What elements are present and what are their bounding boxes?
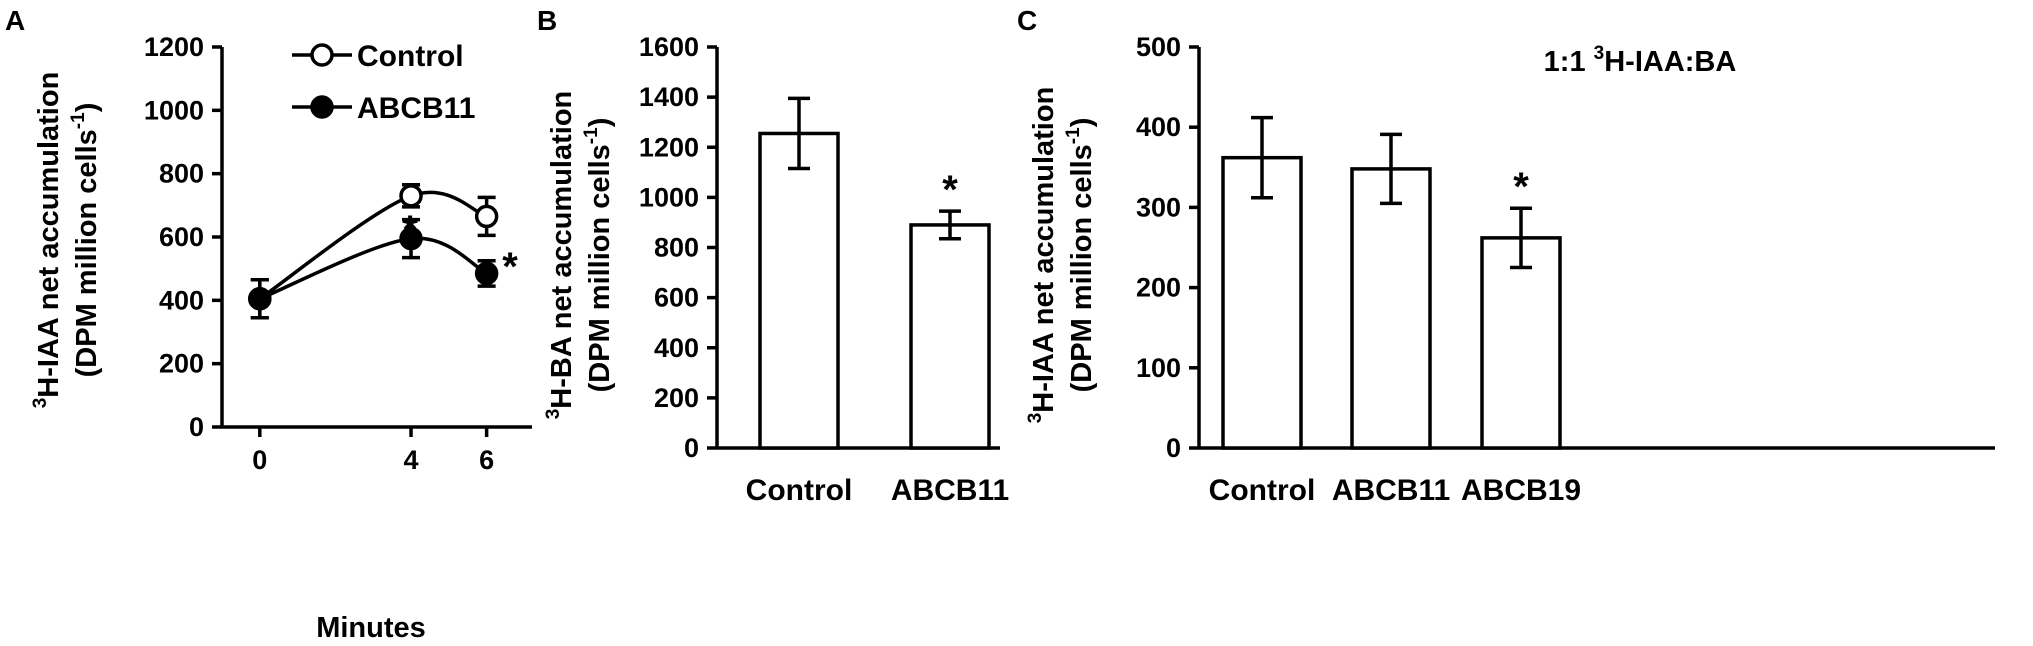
- panel-a-y-unit-close: ): [71, 103, 103, 113]
- panel-b-category-label-abcb11: ABCB11: [891, 474, 1009, 507]
- panel-b-y-tick-label: 600: [654, 283, 699, 313]
- panel-c-significance-star: *: [1513, 165, 1529, 209]
- panel-c-y-tick-label: 200: [1136, 273, 1181, 303]
- panel-c-y-unit-superscript: -1: [1063, 127, 1084, 144]
- panel-letter-b: B: [537, 5, 557, 36]
- panel-c-annotation-superscript: 3: [1594, 43, 1605, 64]
- panel-a-y-unit-superscript: -1: [68, 112, 89, 129]
- panel-c-bar-control: [1221, 155, 1303, 450]
- panel-a-x-tick-label: 4: [404, 445, 419, 475]
- panel-c-bar-abcb11: [1350, 167, 1432, 450]
- panel-a-y-tick-label: 400: [159, 285, 204, 315]
- panel-b-y-axis-title: 3H-BA net accumulation: [543, 91, 578, 420]
- panel-b-y-title-superscript: 3: [543, 409, 564, 420]
- panel-c-category-label-abcb11: ABCB11: [1332, 474, 1450, 507]
- panel-c-bar-chart: C 3H-IAA net accumulation (DPM million c…: [1017, 5, 1995, 507]
- panel-b-y-tick-label: 400: [654, 333, 699, 363]
- panel-letter-a: A: [5, 5, 25, 36]
- panel-a-x-tick-label: 6: [479, 445, 494, 475]
- panel-a-y-axis-unit: (DPM million cells-1): [68, 103, 103, 378]
- panel-a-point-abcb11: [248, 287, 272, 311]
- panel-a-y-tick-label: 600: [159, 222, 204, 252]
- panel-c-bar-abcb19: [1480, 236, 1562, 450]
- panel-b-y-unit-close: ): [584, 118, 616, 128]
- panel-b-category-label-control: Control: [746, 474, 853, 507]
- panel-a-line-chart: A 3H-IAA net accumulation (DPM million c…: [5, 5, 532, 644]
- panel-a-y-axis-title: 3H-IAA net accumulation: [30, 72, 65, 409]
- panel-b-y-tick-label: 1400: [639, 82, 699, 112]
- panel-a-significance-star: *: [402, 208, 418, 252]
- panel-b-y-axis-unit: (DPM million cells-1): [581, 118, 616, 393]
- panel-b-y-tick-label: 1200: [639, 132, 699, 162]
- panel-c-y-tick-label: 100: [1136, 353, 1181, 383]
- panel-c-y-tick-label: 500: [1136, 32, 1181, 62]
- panel-a-legend-label-abcb11: ABCB11: [357, 92, 475, 125]
- panel-a-legend-label-control: Control: [357, 40, 464, 73]
- panel-c-y-title-superscript: 3: [1025, 413, 1046, 424]
- panel-b-y-unit-text: (DPM million cells: [584, 144, 616, 392]
- panel-a-series-line-abcb11: [259, 236, 488, 301]
- panel-a-legend-marker-control: [310, 43, 334, 67]
- panel-letter-c: C: [1017, 5, 1037, 36]
- panel-b-significance-star: *: [942, 168, 958, 212]
- panel-a-x-axis-title: Minutes: [316, 612, 426, 644]
- panel-b-y-unit-superscript: -1: [581, 127, 602, 144]
- panel-a-y-tick-label: 800: [159, 159, 204, 189]
- panel-a-point-abcb11: [399, 226, 423, 251]
- panel-b-y-title-main: H-BA net accumulation: [546, 91, 578, 409]
- panel-c-annotation-suffix: H-IAA:BA: [1604, 46, 1736, 78]
- panel-c-y-tick-label: 0: [1166, 433, 1181, 463]
- panel-b-bar-abcb11: [909, 223, 991, 450]
- panel-a-y-tick-label: 0: [189, 412, 204, 442]
- panel-a-y-unit-text: (DPM million cells: [71, 129, 103, 377]
- panel-a-y-tick-label: 1000: [144, 95, 204, 125]
- panel-c-y-tick-label: 400: [1136, 112, 1181, 142]
- panel-a-x-tick-label: 0: [252, 445, 267, 475]
- panel-a-legend-marker-abcb11: [310, 95, 334, 119]
- panel-b-y-tick-label: 800: [654, 233, 699, 263]
- panel-c-y-unit-text: (DPM million cells: [1066, 144, 1098, 392]
- panel-c-y-tick-label: 300: [1136, 192, 1181, 222]
- panel-a-y-tick-label: 1200: [144, 32, 204, 62]
- panel-a-significance-star: *: [502, 245, 518, 289]
- panel-c-y-axis-title: 3H-IAA net accumulation: [1025, 87, 1060, 424]
- panel-a-y-title-main: H-IAA net accumulation: [33, 72, 65, 398]
- panel-a-point-control: [399, 184, 423, 208]
- panel-c-y-axis-unit: (DPM million cells-1): [1063, 118, 1098, 393]
- panel-c-annotation: 1:1 3H-IAA:BA: [1544, 43, 1737, 78]
- panel-b-y-tick-label: 1000: [639, 182, 699, 212]
- panel-c-y-title-main: H-IAA net accumulation: [1028, 87, 1060, 413]
- panel-a-y-title-superscript: 3: [30, 398, 51, 409]
- panel-b-bar-control: [758, 131, 840, 450]
- panel-b-y-tick-label: 1600: [639, 32, 699, 62]
- panel-a-point-control: [474, 204, 499, 229]
- panel-a-point-abcb11: [474, 261, 499, 286]
- panel-c-category-label-abcb19: ABCB19: [1461, 474, 1581, 507]
- panel-b-y-tick-label: 200: [654, 383, 699, 413]
- panel-b-bar-chart: B 3H-BA net accumulation (DPM million ce…: [537, 5, 1009, 507]
- panel-c-category-label-control: Control: [1209, 474, 1316, 507]
- panel-a-y-tick-label: 200: [159, 349, 204, 379]
- panel-b-y-tick-label: 0: [684, 433, 699, 463]
- panel-c-y-unit-close: ): [1066, 118, 1098, 128]
- panel-c-annotation-prefix: 1:1: [1544, 46, 1594, 78]
